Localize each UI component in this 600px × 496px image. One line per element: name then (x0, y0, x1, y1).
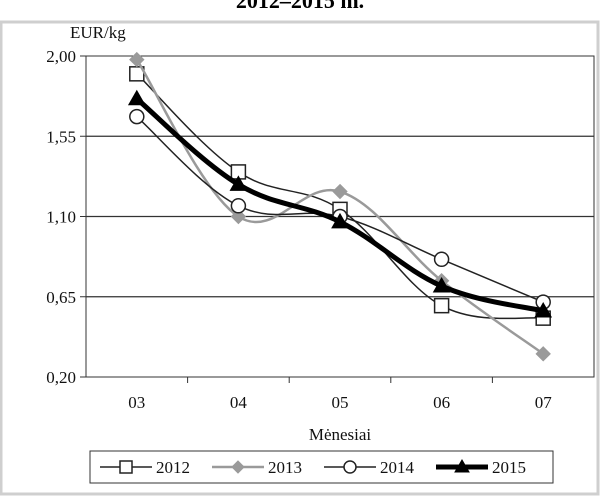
data-point-circle (230, 198, 247, 214)
series-2015 (127, 89, 553, 318)
data-point-circle (343, 460, 357, 474)
y-tick-label: 2,00 (46, 47, 76, 66)
legend-item-2015: 2015 (436, 458, 526, 477)
data-point-circle (433, 251, 450, 268)
legend-item-2014: 2014 (324, 458, 415, 477)
y-axis-label: EUR/kg (70, 23, 126, 42)
legend-label: 2015 (492, 458, 526, 477)
legend: 2012 2013 2014 2015 (100, 458, 526, 477)
data-point-triangle (229, 175, 248, 191)
data-point-diamond (535, 346, 551, 362)
data-point-square (119, 460, 133, 474)
y-tick-label: 1,55 (46, 127, 76, 146)
x-tick-label: 05 (332, 393, 349, 412)
series-2013 (129, 51, 551, 362)
x-tick-label: 04 (230, 393, 248, 412)
y-tick-label: 0,20 (46, 368, 76, 387)
data-point-circle (129, 108, 145, 125)
data-point-square (433, 297, 450, 314)
outer-border (0, 20, 600, 496)
data-point-diamond (129, 51, 145, 68)
data-point-diamond (230, 208, 247, 225)
x-tick-label: 07 (535, 393, 553, 412)
legend-label: 2013 (268, 458, 302, 477)
data-point-triangle (432, 277, 451, 293)
series-layer (127, 51, 553, 362)
data-point-diamond (332, 183, 348, 200)
x-tick-label: 03 (128, 393, 145, 412)
series-2014 (129, 108, 551, 310)
data-point-triangle (127, 89, 146, 106)
data-point-diamond (231, 460, 245, 474)
legend-item-2012: 2012 (100, 458, 190, 477)
data-point-triangle (331, 212, 349, 229)
data-point-triangle (454, 459, 470, 473)
data-point-triangle (534, 302, 553, 318)
y-tick-label: 0,65 (46, 288, 76, 307)
x-tick-label: 06 (433, 393, 450, 412)
y-axis-ticks: 2,00 1,55 1,10 0,65 0,20 (46, 47, 86, 387)
x-axis-ticks: 03 04 05 06 07 (128, 377, 552, 412)
chart-title: 2012–2015 m. (236, 0, 364, 13)
legend-label: 2012 (156, 458, 190, 477)
y-tick-label: 1,10 (46, 208, 76, 227)
legend-item-2013: 2013 (212, 458, 302, 477)
x-axis-label: Mėnesiai (309, 425, 372, 444)
legend-label: 2014 (380, 458, 415, 477)
